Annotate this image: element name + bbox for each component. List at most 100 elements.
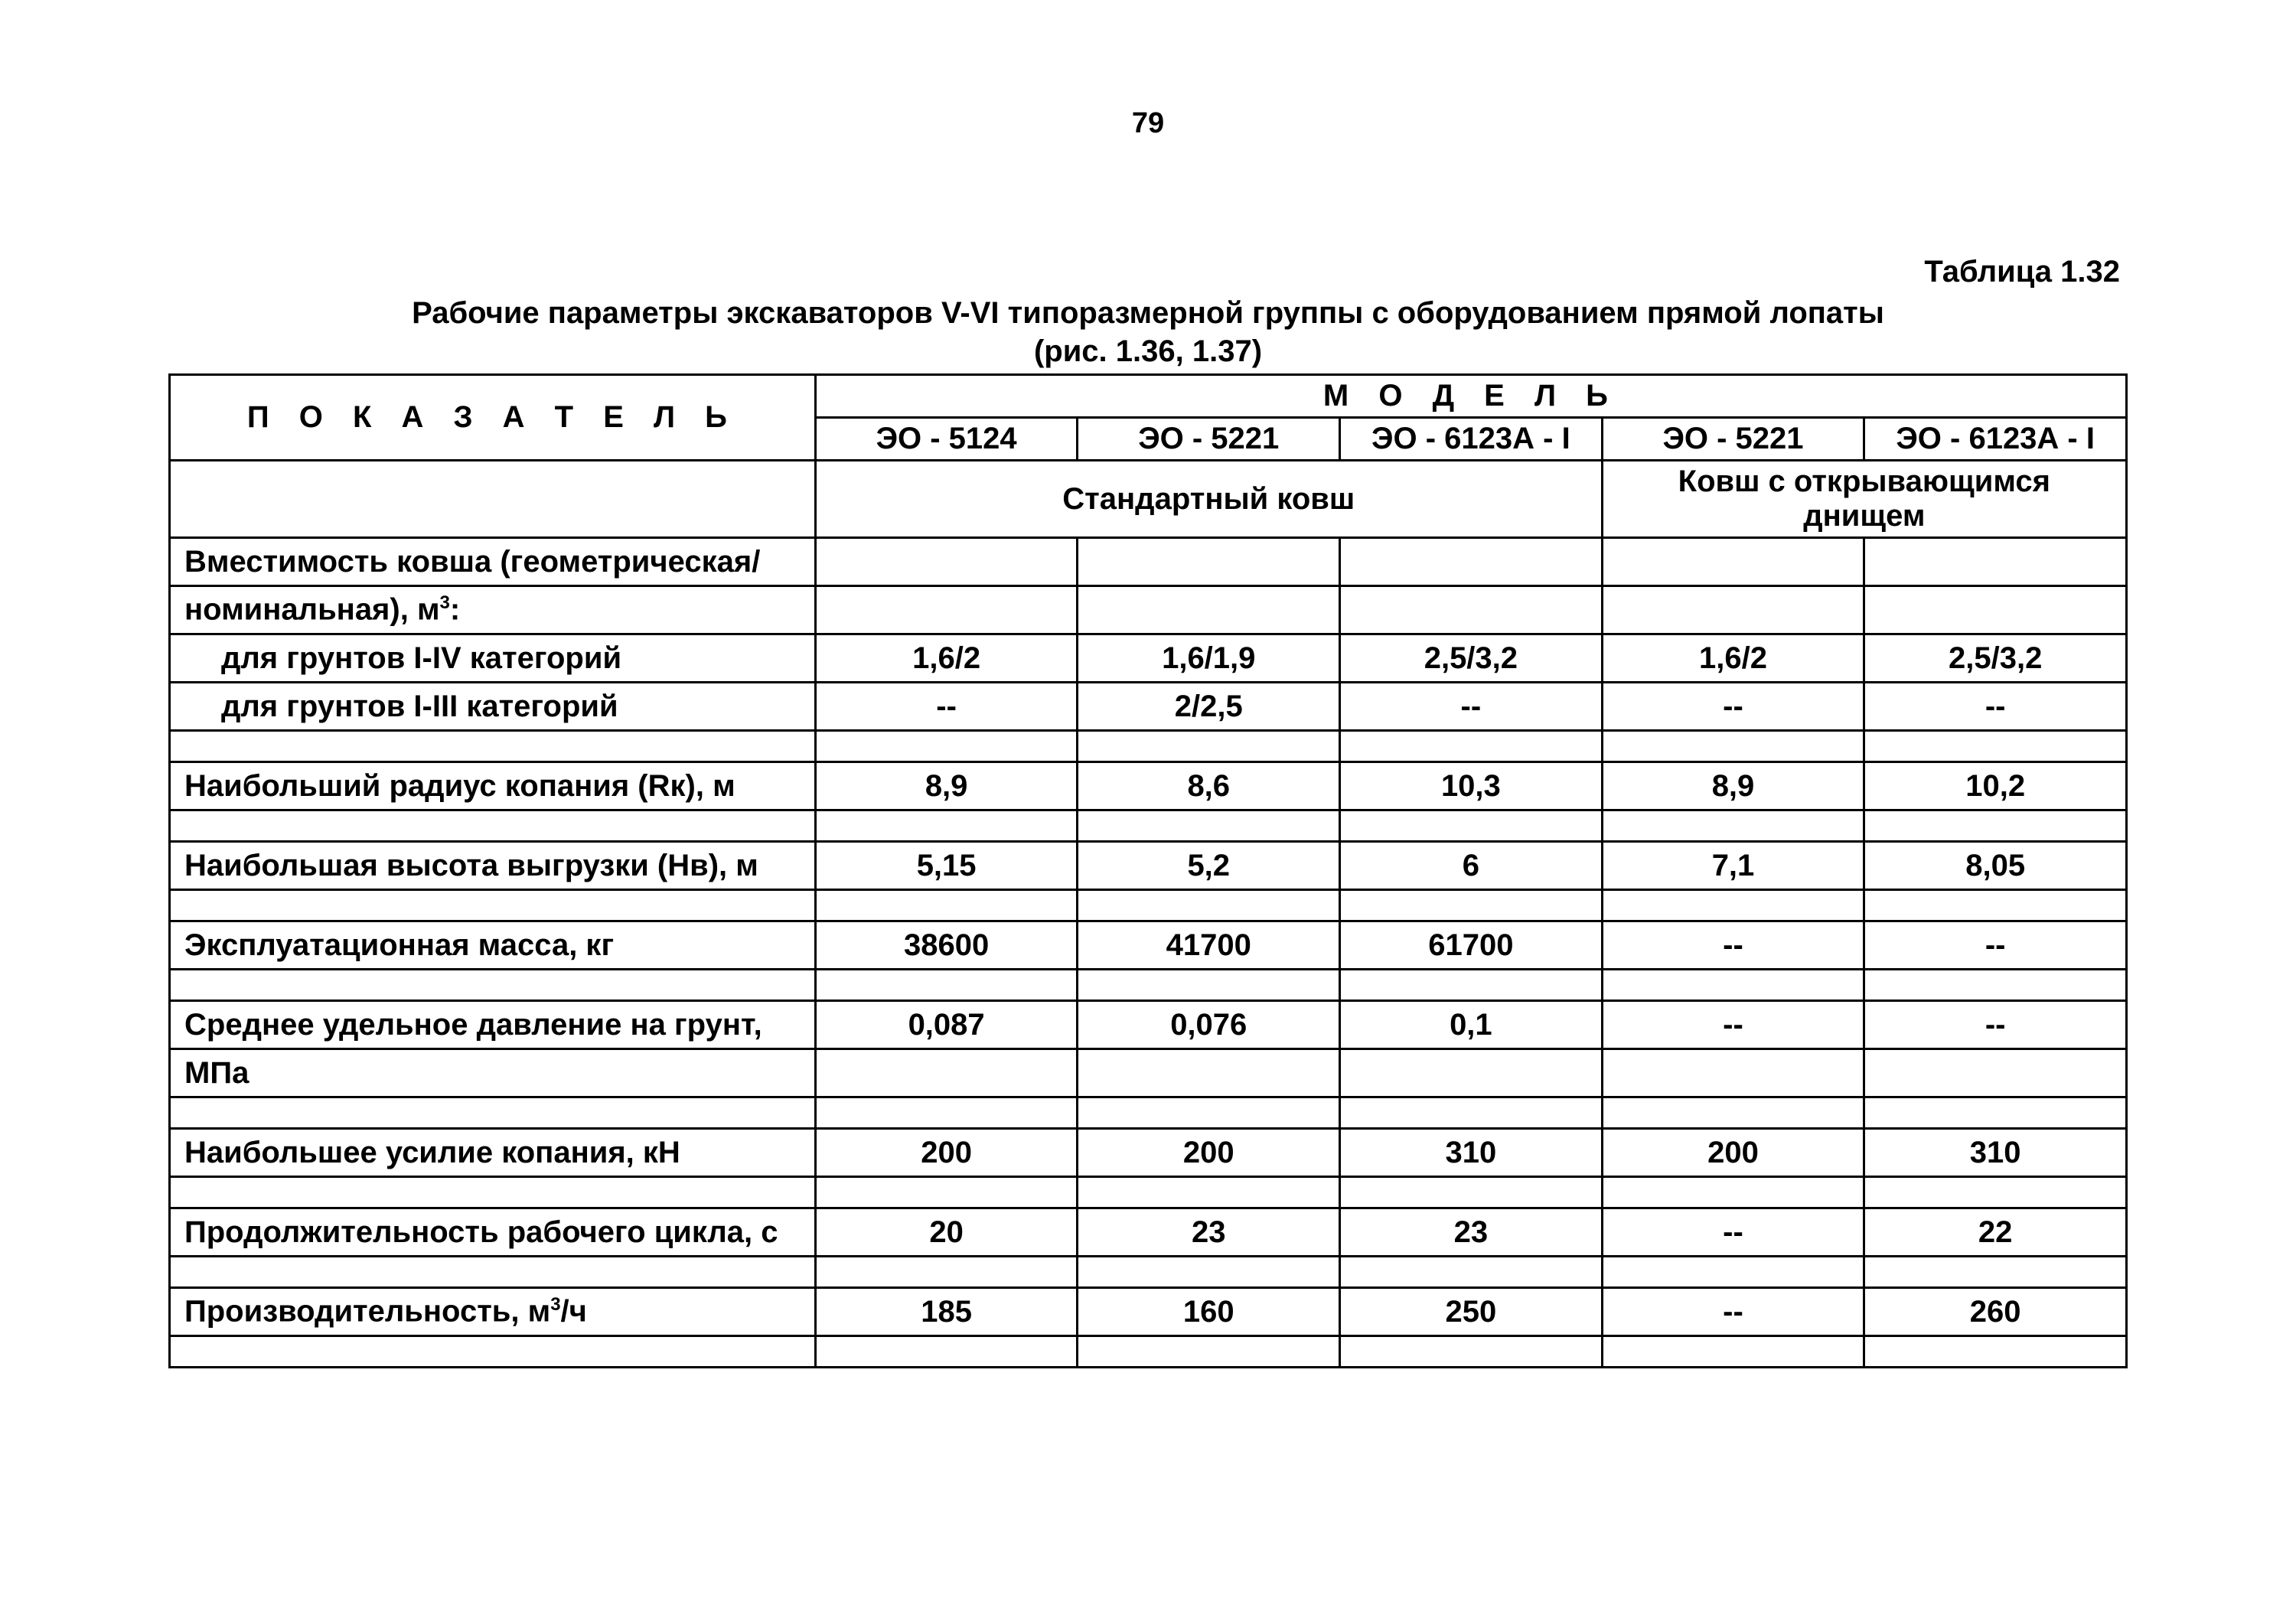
cell [1078,586,1340,634]
cell: -- [1864,683,2127,731]
cell: 0,087 [815,1001,1078,1049]
cell: 7,1 [1602,842,1864,890]
header-indicator-spacer [170,461,816,538]
row-label: Продолжительность рабочего цикла, с [170,1208,816,1257]
cell: 22 [1864,1208,2127,1257]
row-label [170,1257,816,1288]
table-row: Наибольшее усилие копания, кН20020031020… [170,1129,2127,1177]
cell [1078,810,1340,842]
model-0: ЭО - 5124 [815,418,1078,461]
cell: 8,9 [815,762,1078,810]
cell [1078,538,1340,586]
cell: 10,3 [1340,762,1603,810]
cell: -- [1602,683,1864,731]
table-row [170,810,2127,842]
cell: 5,2 [1078,842,1340,890]
cell [1078,1097,1340,1129]
cell [1340,1336,1603,1368]
cell [1078,1257,1340,1288]
cell: 200 [1078,1129,1340,1177]
cell: 0,1 [1340,1001,1603,1049]
table-row: Продолжительность рабочего цикла, с20 23 2… [170,1208,2127,1257]
cell [1864,586,2127,634]
cell [1864,731,2127,762]
cell: 1,6/2 [1602,634,1864,683]
cell: 2/2,5 [1078,683,1340,731]
row-label [170,1177,816,1208]
spec-table-body: Вместимость ковша (геометрическая/номина… [170,538,2127,1368]
cell [1078,1049,1340,1097]
table-subtitle: (рис. 1.36, 1.37) [168,332,2128,370]
cell: 38600 [815,921,1078,970]
cell [1340,1097,1603,1129]
table-row [170,1177,2127,1208]
cell [1602,1097,1864,1129]
spec-table: П О К А З А Т Е Л Ь М О Д Е Л Ь ЭО - 512… [168,373,2128,1368]
header-row-bucket: Стандартный ковш Ковш с открывающимся дн… [170,461,2127,538]
row-label [170,970,816,1001]
table-row [170,890,2127,921]
cell [1078,1177,1340,1208]
table-label: Таблица 1.32 [168,255,2128,289]
cell [815,810,1078,842]
row-label: Эксплуатационная масса, кг [170,921,816,970]
cell [815,538,1078,586]
row-label: Наибольшее усилие копания, кН [170,1129,816,1177]
cell: -- [1602,1288,1864,1336]
bucket-opening: Ковш с открывающимся днищем [1602,461,2126,538]
page: 79 Таблица 1.32 Рабочие параметры экскав… [0,0,2296,1624]
row-label: МПа [170,1049,816,1097]
row-label: Производительность, м3/ч [170,1288,816,1336]
header-row-1: П О К А З А Т Е Л Ь М О Д Е Л Ь [170,375,2127,418]
row-label [170,1336,816,1368]
cell: 310 [1864,1129,2127,1177]
table-row [170,970,2127,1001]
cell [815,1257,1078,1288]
cell: 10,2 [1864,762,2127,810]
table-row [170,1097,2127,1129]
cell: 8,6 [1078,762,1340,810]
model-3: ЭО - 5221 [1602,418,1864,461]
table-row: для грунтов I-III категорий--2/2,5------ [170,683,2127,731]
cell: 8,05 [1864,842,2127,890]
cell [1602,970,1864,1001]
cell: 23 [1340,1208,1603,1257]
cell [1864,538,2127,586]
table-row [170,1257,2127,1288]
cell [815,1049,1078,1097]
cell: 20 [815,1208,1078,1257]
cell [1078,1336,1340,1368]
cell [815,731,1078,762]
table-row: Производительность, м3/ч185160250--260 [170,1288,2127,1336]
cell [1340,1049,1603,1097]
cell [1864,1097,2127,1129]
cell: 41700 [1078,921,1340,970]
cell [1602,731,1864,762]
cell: -- [815,683,1078,731]
cell [1340,1257,1603,1288]
table-row: МПа [170,1049,2127,1097]
cell [1864,890,2127,921]
cell [1864,1049,2127,1097]
table-row: Наибольший радиус копания (Rк), м8,98,61… [170,762,2127,810]
cell [1864,970,2127,1001]
page-number: 79 [168,107,2128,140]
table-row: Среднее удельное давление на грунт,0,087… [170,1001,2127,1049]
cell: 250 [1340,1288,1603,1336]
cell [1602,890,1864,921]
cell: 0,076 [1078,1001,1340,1049]
cell: 185 [815,1288,1078,1336]
cell: -- [1864,1001,2127,1049]
cell [1340,586,1603,634]
cell: 1,6/1,9 [1078,634,1340,683]
row-label: для грунтов I-III категорий [170,683,816,731]
table-row: Эксплуатационная масса, кг38600417006170… [170,921,2127,970]
header-indicator: П О К А З А Т Е Л Ь [170,375,816,461]
cell: 200 [815,1129,1078,1177]
cell [1602,1257,1864,1288]
cell [1864,1257,2127,1288]
cell: 6 [1340,842,1603,890]
row-label: Среднее удельное давление на грунт, [170,1001,816,1049]
table-row: для грунтов I-IV категорий1,6/21,6/1,92,… [170,634,2127,683]
cell [815,1336,1078,1368]
